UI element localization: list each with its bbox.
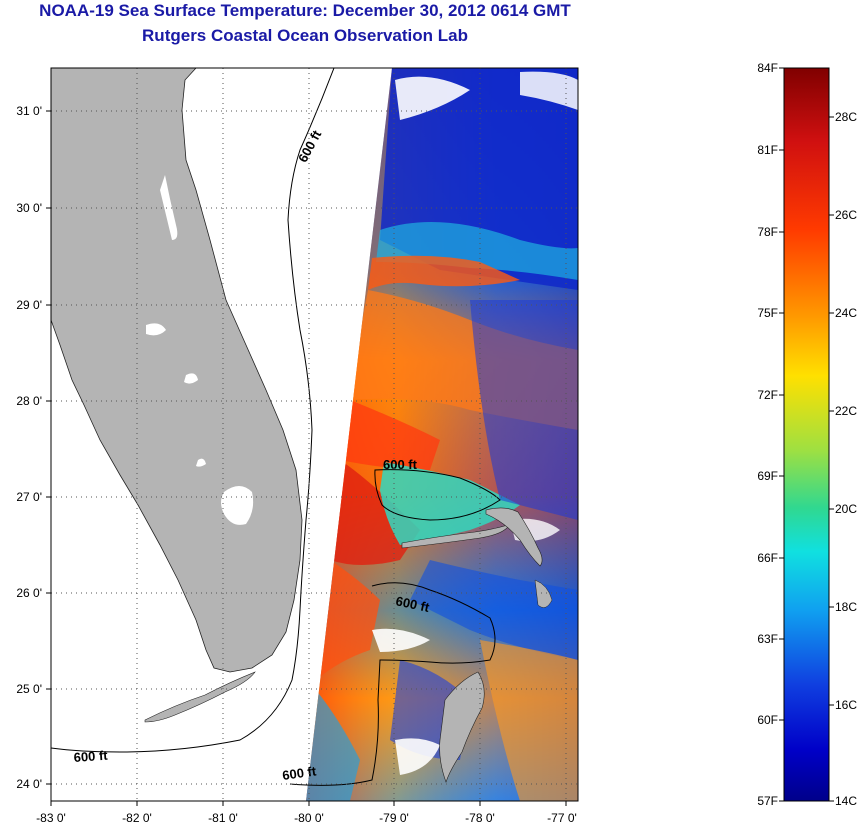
colorbar-c-label: 22C [835, 404, 857, 418]
map-subtitle: Rutgers Coastal Ocean Observation Lab [142, 26, 468, 45]
map-title: NOAA-19 Sea Surface Temperature: Decembe… [39, 1, 571, 20]
lon-tick-label: -79 0' [379, 811, 409, 825]
lon-tick-label: -78 0' [465, 811, 495, 825]
lon-tick-label: -83 0' [36, 811, 66, 825]
lat-tick-label: 24 0' [16, 777, 42, 791]
colorbar: 84F 81F 78F 75F 72F 69F 66F 63F 60F 57F … [757, 61, 857, 808]
lat-tick-label: 30 0' [16, 201, 42, 215]
lat-tick-label: 27 0' [16, 490, 42, 504]
colorbar-f-label: 63F [757, 632, 778, 646]
colorbar-gradient [783, 67, 830, 802]
colorbar-c-label: 18C [835, 600, 857, 614]
map-border [50, 67, 579, 802]
colorbar-c-label: 14C [835, 794, 857, 808]
lat-tick-label: 25 0' [16, 682, 42, 696]
colorbar-c-label: 16C [835, 698, 857, 712]
colorbar-c-label: 20C [835, 502, 857, 516]
colorbar-c-label: 28C [835, 110, 857, 124]
contour-label-south: 600 ft [394, 593, 431, 615]
colorbar-f-label: 75F [757, 306, 778, 320]
lon-tick-label: -81 0' [208, 811, 238, 825]
land [51, 68, 553, 783]
colorbar-f-label: 81F [757, 143, 778, 157]
colorbar-f-label: 78F [757, 225, 778, 239]
colorbar-c-label: 26C [835, 208, 857, 222]
sst-swath [306, 68, 578, 801]
colorbar-f-label: 72F [757, 388, 778, 402]
graticule [51, 68, 578, 801]
lat-tick-label: 31 0' [16, 104, 42, 118]
contour-label-bahamas: 600 ft [383, 457, 418, 472]
colorbar-f-label: 57F [757, 794, 778, 808]
lon-tick-label: -77 0' [547, 811, 577, 825]
lon-tick-label: -82 0' [122, 811, 152, 825]
lon-tick-label: -80 0' [294, 811, 324, 825]
axis-ticks [46, 110, 567, 806]
lat-tick-label: 26 0' [16, 586, 42, 600]
colorbar-c-label: 24C [835, 306, 857, 320]
bathymetry-contour [51, 68, 501, 786]
colorbar-f-label: 66F [757, 551, 778, 565]
lat-tick-label: 29 0' [16, 298, 42, 312]
colorbar-f-label: 69F [757, 469, 778, 483]
colorbar-f-label: 60F [757, 713, 778, 727]
colorbar-f-label: 84F [757, 61, 778, 75]
lat-tick-label: 28 0' [16, 394, 42, 408]
contour-label-keys: 600 ft [73, 748, 109, 765]
